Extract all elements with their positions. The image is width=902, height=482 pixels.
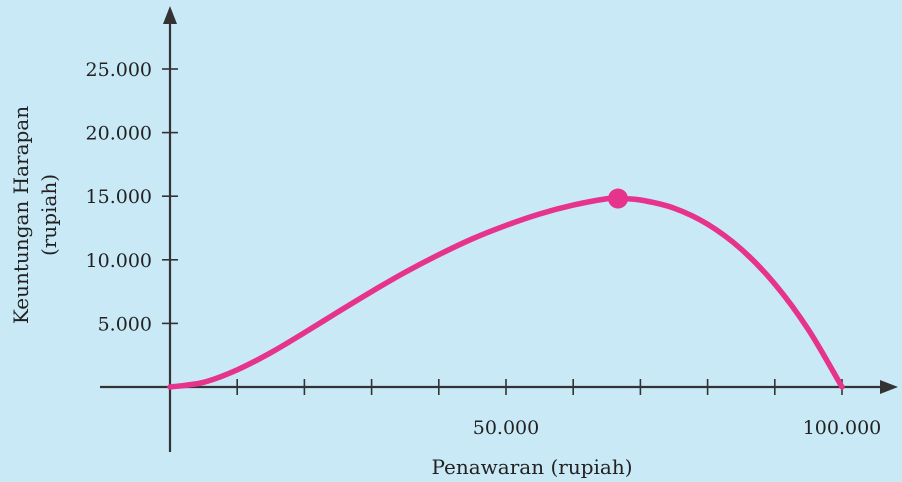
axes-layer [100, 6, 898, 452]
x-tick-label: 100.000 [803, 417, 882, 439]
ticks-layer [162, 68, 843, 395]
y-tick-label: 15.000 [86, 186, 152, 208]
x-axis-title: Penawaran (rupiah) [431, 455, 632, 479]
y-tick-label: 5.000 [98, 313, 152, 335]
y-tick-label: 25.000 [86, 59, 152, 81]
y-tick-label: 20.000 [86, 123, 152, 145]
y-axis-arrow-icon [163, 6, 177, 24]
x-tick-label: 50.000 [473, 417, 539, 439]
y-axis-title: Keuntungan Harapan [9, 106, 33, 324]
y-axis-title-unit: (rupiah) [37, 174, 61, 256]
max-profit-point [608, 188, 629, 209]
expected-profit-curve [167, 195, 845, 390]
y-tick-label: 10.000 [86, 250, 152, 272]
tick-labels-layer: 50.000 100.000 5.000 10.000 15.000 20.000 25.0… [86, 59, 882, 439]
x-axis-arrow-icon [880, 380, 898, 394]
